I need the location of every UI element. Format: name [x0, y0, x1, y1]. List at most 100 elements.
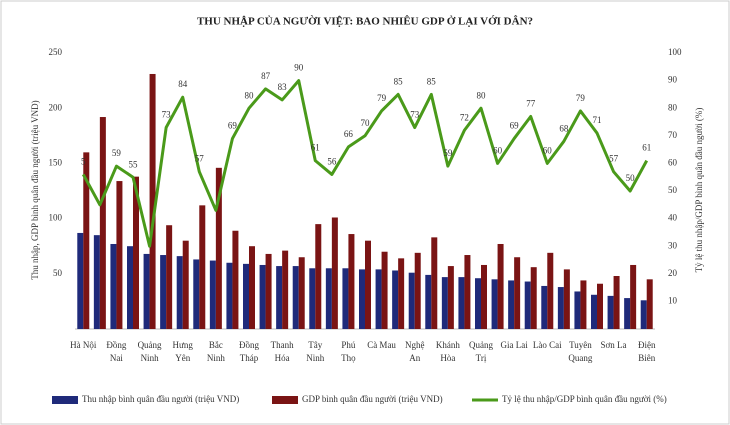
bar	[77, 232, 84, 329]
y2-tick-label: 70	[668, 130, 678, 140]
y2-tick-label: 60	[668, 157, 678, 167]
legend-label: GDP bình quân đầu người (triệu VND)	[302, 394, 443, 404]
bar	[508, 280, 515, 329]
bar	[331, 217, 338, 329]
x-tick-label: Quảng Ninh	[137, 340, 162, 363]
data-label: 50	[626, 173, 636, 183]
data-label: 84	[178, 79, 188, 89]
bar	[133, 176, 139, 329]
data-label: 83	[278, 82, 288, 92]
bar	[514, 257, 521, 329]
data-label: 5	[81, 157, 86, 167]
bar	[574, 291, 581, 329]
bar	[292, 266, 299, 329]
data-label: 55	[129, 159, 139, 169]
data-label: 69	[510, 121, 520, 131]
y2-tick-label: 90	[668, 75, 678, 85]
bar	[458, 277, 465, 329]
y2-axis-label: Tỷ lệ thu nhập/GDP bình quân đầu người (…	[694, 108, 704, 273]
data-label: 90	[294, 63, 304, 73]
bar	[309, 268, 316, 329]
x-tick-label: Điện Biên	[637, 340, 656, 363]
bar	[359, 269, 365, 329]
x-tick-label: Đồng Tháp	[239, 340, 259, 363]
bar	[541, 285, 548, 329]
data-label: 70	[361, 118, 371, 128]
legend-swatch	[52, 396, 78, 404]
y2-tick-label: 10	[668, 295, 678, 305]
data-label: 60	[493, 145, 503, 155]
x-tick-label: Sơn La	[600, 340, 627, 350]
y2-tick-label: 20	[668, 268, 678, 278]
x-tick-label: Đồng Nai	[106, 340, 127, 363]
data-label: 59	[443, 148, 453, 158]
bar	[630, 264, 637, 329]
bar	[232, 230, 239, 329]
bar	[530, 267, 537, 329]
chart-title: THU NHẬP CỦA NGƯỜI VIỆT: BAO NHIÊU GDP Ở…	[197, 15, 533, 28]
x-tick-label: Quảng Trị	[469, 340, 493, 363]
data-label: 73	[162, 110, 172, 120]
bar	[265, 253, 272, 329]
x-tick-label: Hưng Yên	[172, 340, 193, 363]
data-label: 80	[477, 90, 487, 100]
x-tick-label: Nghệ An	[404, 340, 425, 363]
x-tick-label: Tây Ninh	[306, 340, 325, 363]
x-tick-label: Tuyên Quang	[568, 340, 593, 363]
bar	[276, 266, 283, 329]
data-label: 77	[526, 99, 536, 109]
bar	[381, 251, 388, 329]
legend-label: Tỷ lệ thu nhập/GDP bình quân đầu người (…	[502, 394, 667, 404]
bar	[143, 253, 150, 329]
bar	[607, 295, 614, 329]
bar	[342, 268, 349, 329]
bar	[127, 246, 133, 329]
data-label: 59	[112, 148, 122, 158]
data-label: 56	[327, 157, 337, 167]
bar	[226, 262, 233, 329]
bar	[557, 287, 564, 329]
data-label: 85	[427, 76, 437, 86]
y2-tick-label: 100	[668, 47, 682, 57]
bar	[375, 269, 382, 329]
bar	[597, 283, 603, 329]
bar	[398, 258, 405, 329]
bar	[491, 279, 498, 329]
legend-swatch	[272, 396, 298, 404]
bar	[392, 270, 399, 329]
bar	[431, 237, 438, 329]
bar	[298, 257, 305, 329]
bar	[640, 300, 647, 329]
data-label: 57	[609, 154, 619, 164]
x-tick-label: Bắc Ninh	[206, 340, 225, 363]
bar	[447, 266, 454, 329]
data-label: 71	[593, 115, 602, 125]
y-tick-label: 200	[49, 102, 63, 112]
bar	[425, 274, 432, 329]
bar	[464, 255, 471, 329]
data-label: 80	[245, 90, 255, 100]
y-axis-label: Thu nhập, GDP bình quân đầu người (triệu…	[30, 100, 40, 279]
bar	[408, 272, 415, 329]
bar	[93, 235, 100, 329]
data-label: 68	[559, 123, 569, 133]
bar	[414, 252, 421, 329]
x-tick-label: Cà Mau	[367, 340, 396, 350]
bar	[563, 269, 570, 329]
bar	[524, 281, 531, 329]
line	[81, 79, 649, 248]
bar	[209, 260, 216, 329]
bar	[160, 255, 167, 329]
bar	[315, 224, 322, 329]
data-label: 61	[642, 143, 651, 153]
y-tick-label: 250	[49, 47, 63, 57]
x-tick-label: Khánh Hòa	[435, 340, 460, 363]
bar	[613, 276, 620, 329]
y-tick-label: 50	[53, 268, 63, 278]
data-label: 61	[311, 143, 320, 153]
bar	[348, 234, 355, 329]
data-label: 87	[261, 71, 271, 81]
